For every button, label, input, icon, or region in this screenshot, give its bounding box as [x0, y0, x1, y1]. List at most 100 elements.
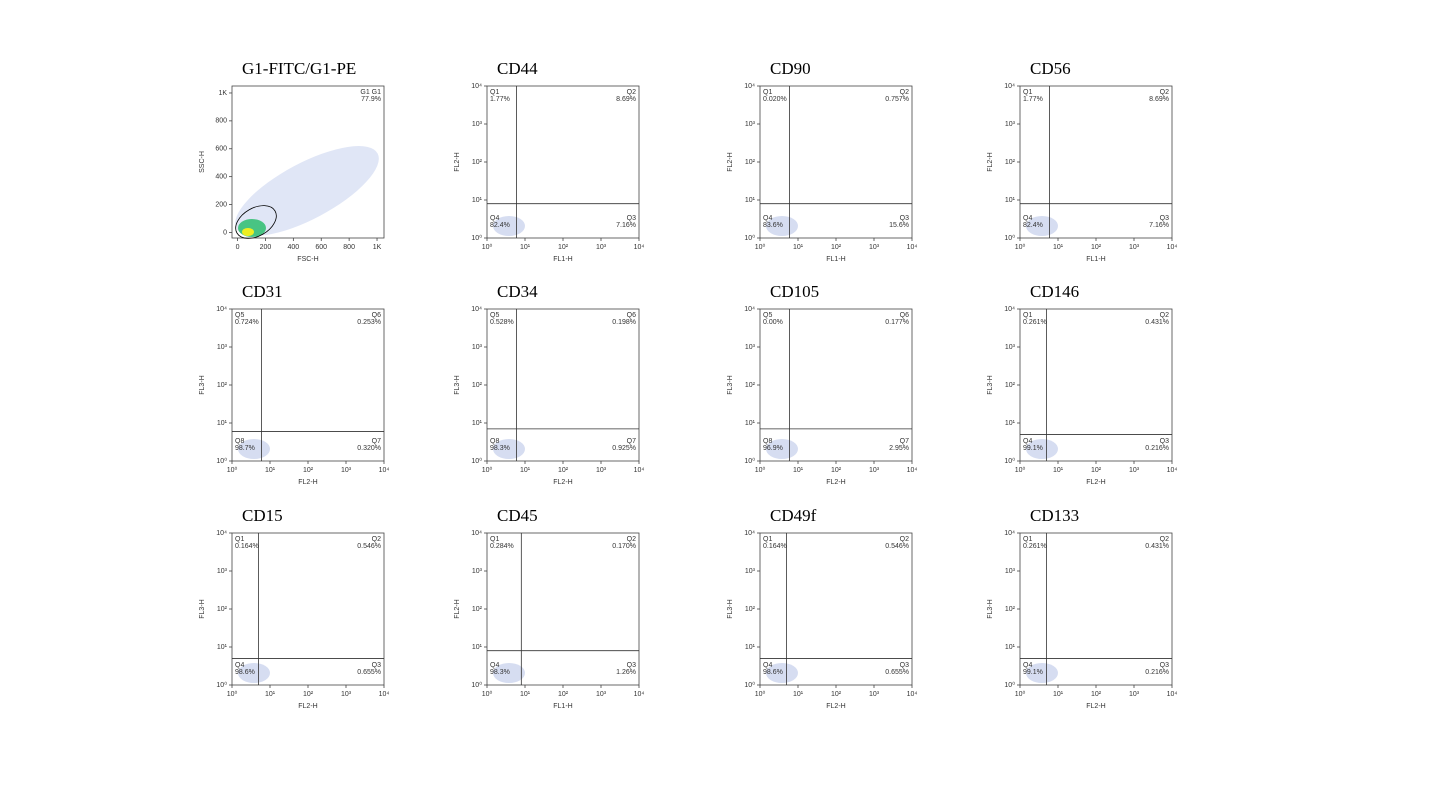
x-tick-label: 10² [558, 691, 569, 698]
x-tick-label: 800 [343, 244, 355, 251]
x-tick-label: 10¹ [265, 467, 276, 474]
x-tick-label: 10¹ [1053, 467, 1064, 474]
quadrant-name: Q8 [763, 438, 772, 445]
quadrant-percent: 7.16% [1149, 222, 1169, 229]
y-tick-label: 10² [472, 606, 483, 613]
x-tick-label: 10³ [596, 691, 607, 698]
y-tick-label: 10⁴ [471, 83, 482, 90]
quadrant-name: Q1 [235, 536, 244, 543]
y-tick-label: 10³ [1005, 121, 1016, 128]
y-tick-label: 10² [745, 382, 756, 389]
population-cloud [1026, 439, 1058, 459]
x-tick-label: 10⁴ [634, 691, 645, 698]
y-tick-label: 10³ [472, 344, 483, 351]
y-tick-label: 10² [472, 382, 483, 389]
x-axis-label: FSC-H [297, 256, 318, 263]
quadrant-name: Q4 [763, 662, 772, 669]
x-tick-label: 10² [1091, 691, 1102, 698]
x-tick-label: 10² [1091, 244, 1102, 251]
quadrant-percent: 0.170% [612, 543, 636, 550]
x-axis-label: FL2-H [1086, 479, 1105, 486]
quadrant-name: Q3 [1160, 662, 1169, 669]
y-tick-label: 10³ [745, 121, 756, 128]
quadrant-name: Q1 [763, 89, 772, 96]
population-cloud [766, 439, 798, 459]
x-tick-label: 10⁴ [379, 691, 390, 698]
x-tick-label: 10¹ [265, 691, 276, 698]
y-tick-label: 10³ [1005, 568, 1016, 575]
panel-title: CD56 [1030, 59, 1071, 78]
y-tick-label: 0 [223, 229, 227, 236]
y-tick-label: 10³ [1005, 344, 1016, 351]
population-cloud [238, 439, 270, 459]
x-tick-label: 10² [558, 467, 569, 474]
x-tick-label: 10³ [869, 691, 880, 698]
y-tick-label: 10³ [472, 568, 483, 575]
quadrant-name: Q5 [490, 312, 499, 319]
plot-frame [486, 85, 640, 239]
quadrant-percent: 0.198% [612, 319, 636, 326]
quadrant-name: Q2 [900, 89, 909, 96]
y-axis-label: FL3-H [199, 599, 206, 618]
quadrant-percent: 1.26% [616, 669, 636, 676]
y-tick-label: 10⁰ [1004, 457, 1015, 465]
y-tick-label: 10⁰ [471, 681, 482, 689]
x-tick-label: 10² [303, 467, 314, 474]
quadrant-name: Q4 [490, 662, 499, 669]
x-tick-label: 10² [831, 691, 842, 698]
y-tick-label: 10⁰ [471, 234, 482, 242]
panel-title: CD34 [497, 282, 538, 301]
quadrant-name: Q3 [627, 215, 636, 222]
x-tick-label: 10³ [869, 244, 880, 251]
quadrant-name: Q3 [900, 215, 909, 222]
y-axis-label: FL3-H [727, 375, 734, 394]
x-tick-label: 10² [1091, 467, 1102, 474]
x-tick-label: 10⁰ [227, 466, 238, 474]
y-axis-label: FL2-H [727, 152, 734, 171]
quadrant-percent: 0.757% [885, 96, 909, 103]
x-tick-label: 10¹ [1053, 691, 1064, 698]
x-tick-label: 10³ [596, 467, 607, 474]
y-tick-label: 10² [217, 382, 228, 389]
quadrant-percent: 0.253% [357, 319, 381, 326]
quadrant-name: Q1 [1023, 312, 1032, 319]
quadrant-percent: 98.3% [490, 669, 510, 676]
quadrant-percent: 0.655% [357, 669, 381, 676]
x-axis-label: FL2-H [298, 703, 317, 710]
y-tick-label: 10⁰ [744, 457, 755, 465]
quadrant-percent: 0.925% [612, 445, 636, 452]
quadrant-name: Q4 [1023, 662, 1032, 669]
plot-frame [231, 532, 385, 686]
panel-title: CD133 [1030, 506, 1079, 525]
y-axis-label: FL3-H [727, 599, 734, 618]
quadrant-percent: 0.431% [1145, 319, 1169, 326]
y-tick-label: 10¹ [1005, 420, 1016, 427]
quadrant-name: Q3 [1160, 215, 1169, 222]
population-cloud [1026, 216, 1058, 236]
x-tick-label: 400 [288, 244, 300, 251]
quadrant-name: Q2 [900, 536, 909, 543]
y-axis-label: FL3-H [987, 375, 994, 394]
y-tick-label: 10² [1005, 159, 1016, 166]
y-axis-label: SSC-H [199, 151, 206, 173]
gate-percent: 77.9% [361, 96, 381, 103]
y-axis-label: FL2-H [454, 152, 461, 171]
quadrant-name: Q6 [627, 312, 636, 319]
x-tick-label: 10⁴ [379, 467, 390, 474]
quadrant-percent: 8.69% [616, 96, 636, 103]
x-tick-label: 10¹ [520, 691, 531, 698]
quadrant-name: Q2 [372, 536, 381, 543]
quadrant-name: Q4 [490, 215, 499, 222]
quadrant-name: Q1 [490, 536, 499, 543]
quadrant-percent: 0.528% [490, 319, 514, 326]
y-tick-label: 10⁴ [744, 83, 755, 90]
quadrant-percent: 2.95% [889, 445, 909, 452]
x-tick-label: 10² [303, 691, 314, 698]
plot-frame [486, 308, 640, 462]
panel-title: CD105 [770, 282, 819, 301]
y-tick-label: 10¹ [217, 644, 228, 651]
quadrant-percent: 0.164% [235, 543, 259, 550]
quadrant-percent: 99.1% [1023, 445, 1043, 452]
quadrant-percent: 1.77% [1023, 96, 1043, 103]
